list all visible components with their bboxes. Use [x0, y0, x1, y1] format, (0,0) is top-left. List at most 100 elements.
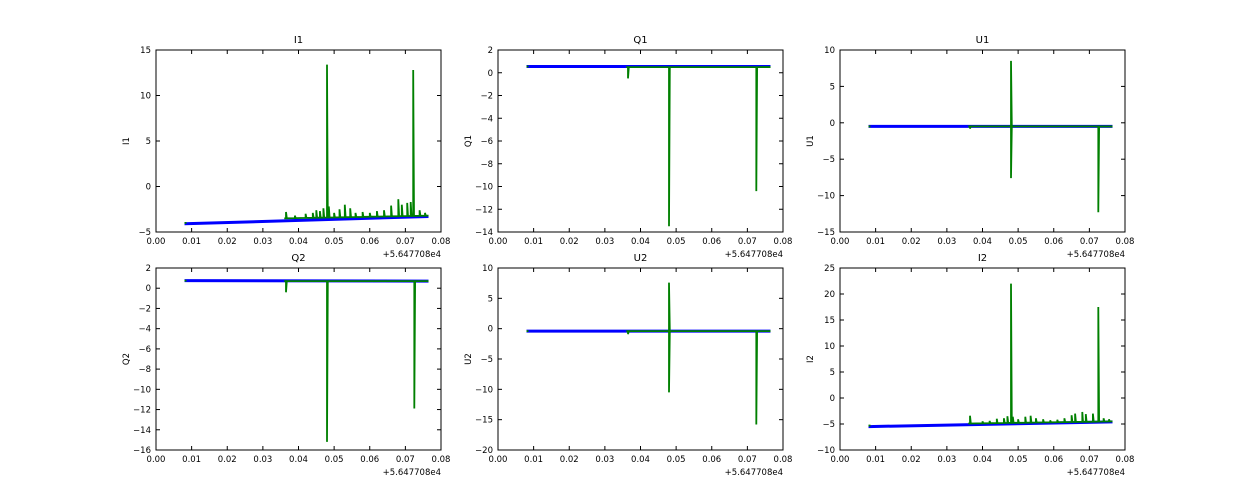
x-tick-label: 0.08 [432, 455, 451, 465]
x-tick-label: 0.04 [631, 455, 650, 465]
y-tick-label: 5 [488, 294, 493, 304]
series-green-line [869, 284, 1113, 426]
y-tick-label: −12 [475, 205, 493, 215]
x-tick-label: 0.05 [1009, 455, 1028, 465]
x-tick-label: 0.02 [902, 455, 921, 465]
axes-frame [156, 268, 441, 450]
x-offset-label: +5.647708e4 [1067, 250, 1125, 260]
subplot-title: Q2 [291, 253, 305, 264]
x-tick-label: 0.03 [253, 455, 272, 465]
y-tick-label: −6 [480, 137, 493, 147]
x-tick-label: 0.07 [1080, 237, 1099, 247]
x-tick-label: 0.06 [702, 455, 721, 465]
x-tick-label: 0.01 [182, 455, 201, 465]
series-green-line [527, 283, 771, 425]
subplot-title: I2 [978, 253, 987, 264]
y-tick-label: 0 [488, 69, 493, 79]
x-tick-label: 0.06 [1044, 237, 1063, 247]
x-tick-label: 0.00 [147, 455, 166, 465]
x-tick-label: 0.07 [396, 455, 415, 465]
x-tick-label: 0.01 [866, 455, 885, 465]
x-offset-label: +5.647708e4 [725, 468, 783, 478]
x-tick-label: 0.00 [489, 455, 508, 465]
y-tick-label: −5 [822, 155, 835, 165]
y-tick-label: 0 [830, 394, 835, 404]
x-tick-label: 0.02 [218, 455, 237, 465]
x-tick-label: 0.06 [360, 237, 379, 247]
subplot-title: I1 [294, 35, 303, 46]
y-tick-label: 20 [824, 290, 835, 300]
x-offset-label: +5.647708e4 [383, 250, 441, 260]
x-tick-label: 0.03 [595, 455, 614, 465]
y-tick-label: 0 [830, 119, 835, 129]
y-tick-label: −2 [480, 92, 493, 102]
x-tick-label: 0.04 [631, 237, 650, 247]
x-offset-label: +5.647708e4 [1067, 468, 1125, 478]
x-tick-label: 0.00 [831, 455, 850, 465]
x-tick-label: 0.03 [253, 237, 272, 247]
series-green-line [869, 61, 1113, 212]
y-tick-label: −10 [133, 385, 151, 395]
y-tick-label: 2 [146, 264, 151, 274]
x-tick-label: 0.08 [1116, 237, 1135, 247]
y-tick-label: −10 [475, 385, 493, 395]
y-axis-label: Q2 [122, 353, 132, 365]
x-tick-label: 0.06 [1044, 455, 1063, 465]
y-tick-label: −5 [480, 355, 493, 365]
x-tick-label: 0.03 [937, 455, 956, 465]
y-axis-label: I1 [122, 137, 132, 145]
x-tick-label: 0.03 [937, 237, 956, 247]
x-tick-label: 0.01 [524, 237, 543, 247]
x-tick-label: 0.05 [667, 237, 686, 247]
x-tick-label: 0.02 [218, 237, 237, 247]
x-tick-label: 0.08 [1116, 455, 1135, 465]
x-offset-label: +5.647708e4 [383, 468, 441, 478]
y-tick-label: 5 [830, 368, 835, 378]
x-tick-label: 0.02 [560, 455, 579, 465]
x-tick-label: 0.07 [396, 237, 415, 247]
y-tick-label: −15 [817, 228, 835, 238]
y-tick-label: −4 [480, 114, 493, 124]
y-tick-label: 15 [140, 46, 151, 56]
y-tick-label: 2 [488, 46, 493, 56]
y-axis-label: I2 [806, 355, 816, 363]
axes-frame [498, 268, 783, 450]
y-tick-label: −20 [475, 446, 493, 456]
subplot-title: U2 [634, 253, 648, 264]
x-tick-label: 0.01 [866, 237, 885, 247]
x-tick-label: 0.00 [147, 237, 166, 247]
y-axis-label: U2 [464, 353, 474, 365]
series-green-line [527, 66, 771, 226]
x-tick-label: 0.08 [774, 237, 793, 247]
x-tick-label: 0.01 [524, 455, 543, 465]
y-tick-label: 10 [482, 264, 493, 274]
y-axis-label: U1 [806, 135, 816, 147]
x-tick-label: 0.08 [774, 455, 793, 465]
x-tick-label: 0.08 [432, 237, 451, 247]
y-tick-label: 10 [824, 342, 835, 352]
y-tick-label: 0 [146, 183, 151, 193]
x-tick-label: 0.05 [667, 455, 686, 465]
y-tick-label: −16 [133, 446, 151, 456]
y-tick-label: −6 [138, 345, 151, 355]
x-tick-label: 0.07 [1080, 455, 1099, 465]
y-tick-label: −14 [133, 426, 151, 436]
series-green-line [185, 281, 429, 442]
subplot-title: U1 [976, 35, 990, 46]
y-tick-label: −8 [138, 365, 151, 375]
x-tick-label: 0.04 [973, 237, 992, 247]
x-tick-label: 0.05 [325, 237, 344, 247]
x-tick-label: 0.04 [973, 455, 992, 465]
x-tick-label: 0.03 [595, 237, 614, 247]
y-tick-label: −14 [475, 228, 493, 238]
y-tick-label: −10 [475, 183, 493, 193]
y-tick-label: −15 [475, 416, 493, 426]
y-tick-label: 0 [488, 325, 493, 335]
y-tick-label: 0 [146, 284, 151, 294]
x-tick-label: 0.06 [360, 455, 379, 465]
